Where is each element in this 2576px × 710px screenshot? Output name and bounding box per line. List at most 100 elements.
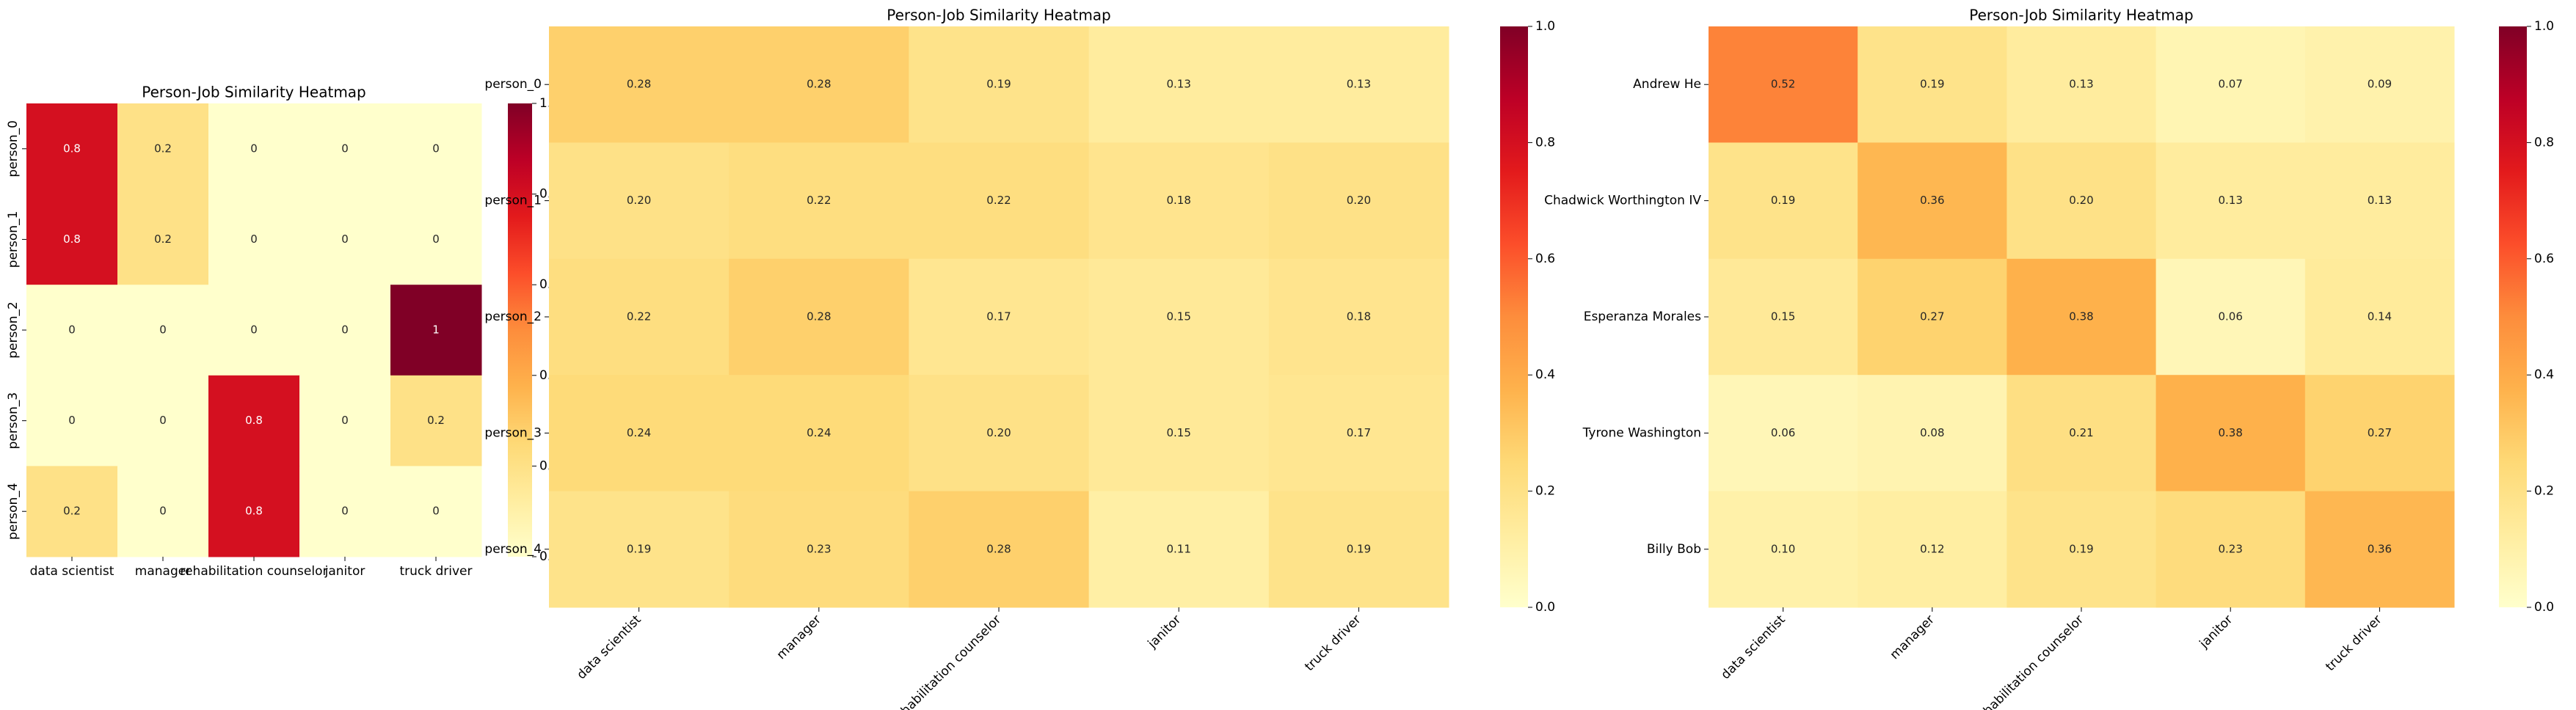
heatmap-cell: [390, 194, 482, 285]
cell-label: 0.2: [154, 142, 172, 155]
cell-label: 0.38: [2218, 426, 2242, 439]
heatmap-cell: [1268, 26, 1449, 143]
heatmap-cell: [299, 285, 391, 376]
cell-label: 0: [250, 323, 258, 337]
heatmap-cell: [909, 375, 1090, 492]
heatmap-cell: [909, 26, 1090, 143]
cell-label: 0.28: [807, 310, 831, 323]
cell-label: 0.27: [2368, 426, 2392, 439]
heatmap-cell: [909, 258, 1090, 376]
x-tick-label: janitor: [1145, 612, 1185, 652]
heatmap-cell: [549, 258, 729, 376]
heatmap-cell: [390, 103, 482, 195]
x-tick-label: data scientist: [1718, 612, 1789, 683]
colorbar-tick-label: 0.4: [2534, 367, 2554, 382]
heatmap-cell: [549, 26, 729, 143]
heatmap-cell: [1088, 26, 1270, 143]
cell-label: 0: [159, 323, 167, 337]
cell-label: 0: [159, 414, 167, 427]
cell-label: 0.22: [986, 194, 1011, 207]
heatmap-cell: [2304, 491, 2455, 608]
cell-label: 0.06: [1771, 426, 1795, 439]
x-tick-label: janitor: [324, 564, 365, 579]
cell-label: 0: [341, 505, 349, 518]
x-tick-label: rehabilitation counselor: [889, 612, 1004, 710]
cell-label: 0.13: [1166, 78, 1190, 91]
heatmap-cell: [208, 375, 300, 466]
cell-label: 0.14: [2368, 310, 2392, 323]
cell-label: 0: [432, 142, 440, 155]
cell-label: 0.20: [627, 194, 651, 207]
cell-label: 0.20: [2069, 194, 2093, 207]
cell-label: 0.17: [1347, 426, 1371, 439]
heatmap-cell: [1858, 258, 2007, 376]
cell-label: 0: [68, 323, 76, 337]
colorbar-tick-label: 0.4: [1535, 367, 1555, 382]
y-tick-label: person_0: [6, 120, 21, 178]
heatmap-cell: [299, 194, 391, 285]
cell-label: 0: [68, 414, 76, 427]
heatmap-cell: [909, 142, 1090, 260]
y-tick-label: Billy Bob: [1647, 542, 1701, 557]
heatmap-cell: [2006, 258, 2157, 376]
heatmap-cell: [2304, 26, 2455, 143]
heatmap-cell: [1709, 491, 1858, 608]
cell-label: 0.19: [1347, 542, 1371, 555]
cell-label: 0.28: [807, 78, 831, 91]
heatmap-cell: [1709, 375, 1858, 492]
cell-label: 0: [432, 505, 440, 518]
heatmap-cell: [1858, 142, 2007, 260]
cell-label: 0.18: [1166, 194, 1190, 207]
x-tick-label: data scientist: [30, 564, 114, 579]
cell-label: 0: [250, 233, 258, 246]
cell-label: 0.19: [1771, 194, 1795, 207]
cell-label: 0: [341, 323, 349, 337]
cell-label: 0.19: [627, 542, 651, 555]
heatmap-cell: [208, 194, 300, 285]
heatmap-cell: [2304, 258, 2455, 376]
heatmap-cell: [299, 466, 391, 557]
colorbar-tick-label: 1.0: [1535, 19, 1555, 34]
heatmap-cell: [1709, 142, 1858, 260]
colorbar-tick-label: 0.2: [2534, 484, 2554, 499]
heatmap-cell: [26, 194, 118, 285]
heatmap-cell: [390, 375, 482, 466]
heatmap-cell: [1268, 142, 1449, 260]
cell-label: 0: [341, 414, 349, 427]
cell-label: 0: [250, 142, 258, 155]
cell-label: 0.23: [2218, 542, 2242, 555]
cell-label: 0.20: [1347, 194, 1371, 207]
cell-label: 0.12: [1920, 542, 1944, 555]
heatmap-cell: [117, 103, 209, 195]
heatmap-cell: [117, 194, 209, 285]
heatmap-cell: [1858, 491, 2007, 608]
y-tick-label: Andrew He: [1633, 77, 1701, 92]
cell-label: 0.06: [2218, 310, 2242, 323]
colorbar-tick-label: 0.0: [1535, 600, 1555, 615]
cell-label: 0.24: [807, 426, 831, 439]
heatmap-cell: [26, 375, 118, 466]
heatmap-cell: [117, 466, 209, 557]
heatmap-cell: [2304, 375, 2455, 492]
y-tick-label: Chadwick Worthington IV: [1544, 194, 1701, 208]
cell-label: 0.13: [2218, 194, 2242, 207]
cell-label: 0.20: [986, 426, 1011, 439]
heatmap-cell: [1268, 258, 1449, 376]
cell-label: 0.2: [63, 505, 81, 518]
y-tick-label: person_1: [6, 211, 21, 268]
heatmap-cell: [549, 491, 729, 608]
cell-label: 0.28: [986, 542, 1011, 555]
cell-label: 0.08: [1920, 426, 1944, 439]
x-tick-label: data scientist: [574, 612, 644, 683]
heatmap-cell: [299, 375, 391, 466]
cell-label: 0.13: [2069, 78, 2093, 91]
cell-label: 0.36: [1920, 194, 1944, 207]
y-tick-label: person_4: [6, 483, 21, 540]
cell-label: 0.52: [1771, 78, 1795, 91]
cell-label: 0.19: [2069, 542, 2093, 555]
cell-label: 0.2: [427, 414, 445, 427]
cell-label: 0.24: [627, 426, 651, 439]
cell-label: 0.8: [63, 233, 81, 246]
heatmap-cell: [117, 375, 209, 466]
heatmap-cell: [2155, 26, 2306, 143]
